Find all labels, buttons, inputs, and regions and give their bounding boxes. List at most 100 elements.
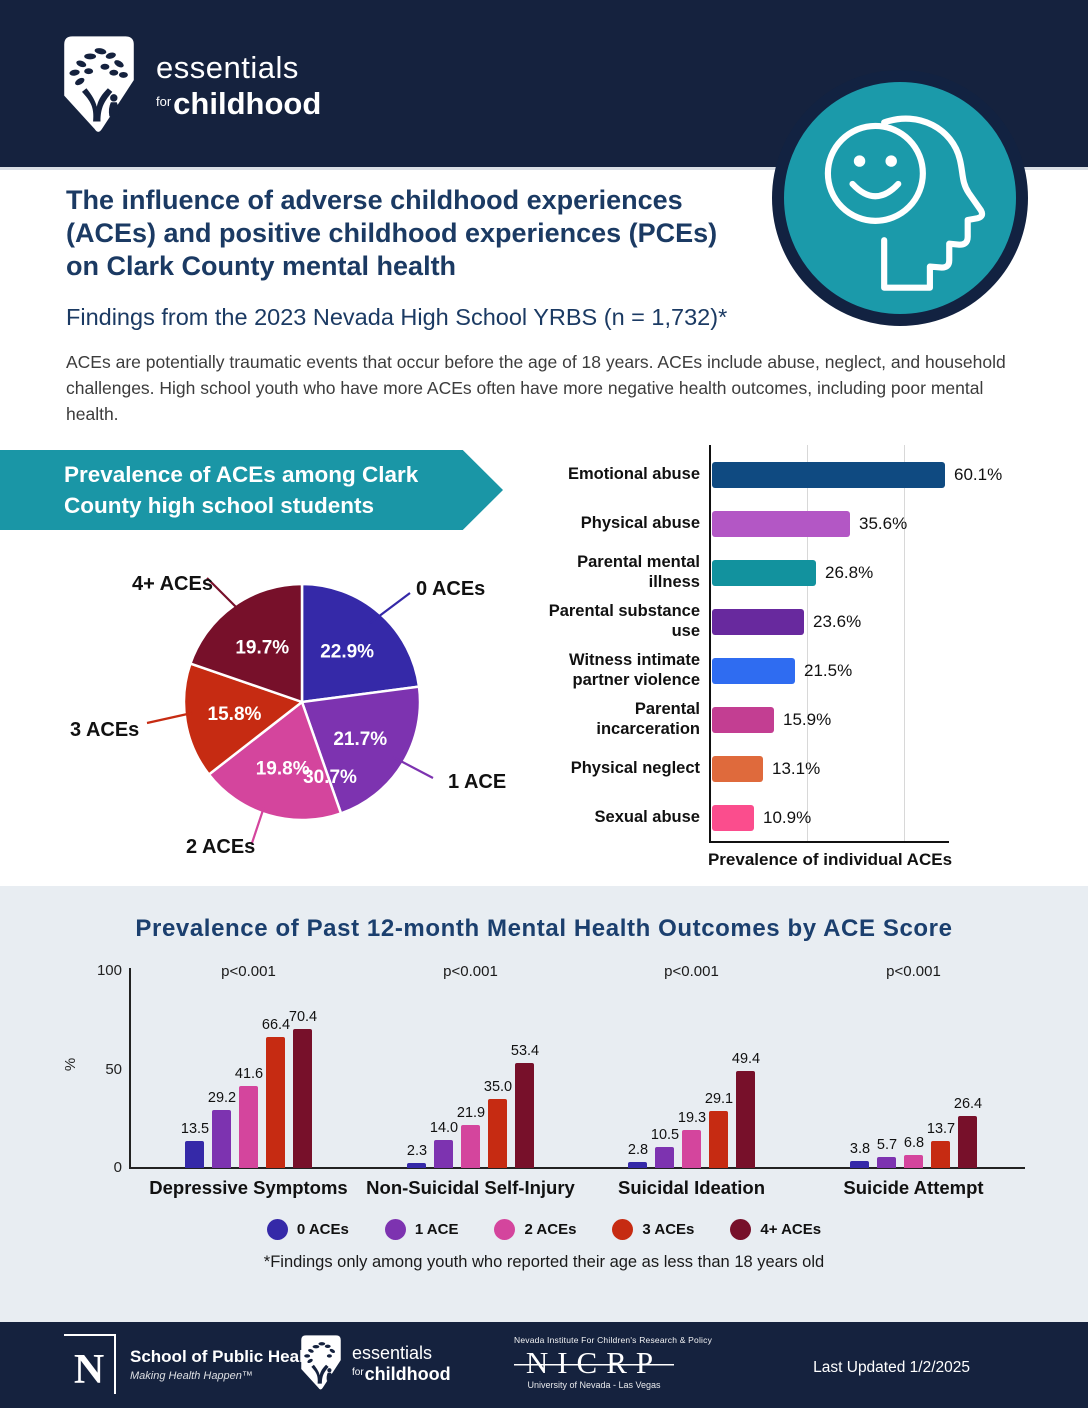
essentials-for-childhood-logo: essentials forchildhood: [62, 34, 321, 138]
bar-value: 23.6%: [813, 612, 862, 631]
bar-3-ACEs-2: [709, 1111, 728, 1168]
legend-label: 0 ACEs: [296, 1221, 349, 1238]
footnote: *Findings only among youth who reported …: [263, 1253, 825, 1271]
bar-label: Emotional abuse: [567, 465, 700, 484]
pie-leader-line: [146, 711, 193, 725]
bar-value: 66.4: [261, 1017, 291, 1033]
y-tick-0: 0: [113, 1159, 122, 1176]
p-value-label: p<0.001: [443, 963, 498, 980]
x-axis-line: [709, 841, 949, 843]
nicrp-logo: Nevada Institute For Children's Research…: [514, 1335, 713, 1390]
category-label: Suicidal Ideation: [618, 1177, 765, 1198]
category-label: Depressive Symptoms: [149, 1177, 348, 1198]
gridline: [807, 445, 808, 841]
bar-label: Physical neglect: [570, 759, 700, 778]
legend-dot: [266, 1219, 288, 1240]
intro-paragraph: ACEs are potentially traumatic events th…: [66, 352, 1006, 424]
pie-slice-value: 15.8%: [208, 704, 262, 725]
footer-brand-childhood: forchildhood: [352, 1364, 451, 1384]
pie-slice-2 ACEs: [207, 700, 343, 822]
bar-1-ACE-0: [212, 1110, 231, 1168]
bar-value: 26.8%: [825, 563, 874, 582]
bar-2-ACEs-3: [904, 1155, 923, 1168]
bar-Witness-intimate-partner-violence: [712, 658, 795, 684]
page-title: The influence of adverse childhood exper…: [66, 185, 718, 281]
footer-band: N School of Public Health Making Health …: [0, 1322, 1088, 1408]
nicrp-full-name: Nevada Institute For Children's Research…: [514, 1335, 713, 1345]
bar-Sexual-abuse: [712, 805, 754, 831]
bar-value: 53.4: [510, 1043, 540, 1059]
bar-4+-ACEs-3: [958, 1116, 977, 1168]
nicrp-acronym: NICRP: [514, 1345, 674, 1380]
bar-value: 21.9: [456, 1105, 486, 1121]
bar-2-ACEs-1: [461, 1125, 480, 1168]
pie-slice-value: 19.8%: [256, 759, 310, 780]
pie-leader-line: [369, 592, 411, 624]
legend-item-2-ACEs: 2 ACEs: [494, 1219, 576, 1240]
bar-value: 21.5%: [804, 661, 853, 680]
mental-health-badge: [772, 70, 1028, 326]
pie-slice-name: 0 ACEs: [416, 578, 485, 600]
brand-childhood: forchildhood: [156, 86, 322, 121]
bar-1-ACE-3: [877, 1157, 896, 1168]
brand-text: essentials forchildhood: [156, 51, 321, 121]
pie-leader-line: [392, 756, 434, 779]
y-axis-label: %: [62, 1057, 80, 1072]
category-label: Suicide Attempt: [843, 1177, 984, 1198]
footer-efc-logo: essentials forchildhood: [300, 1334, 451, 1393]
bar-2-ACEs-0: [239, 1086, 258, 1168]
gridline: [904, 445, 905, 841]
y-axis-line: [709, 445, 711, 842]
sph-name: School of Public Health: [130, 1346, 320, 1366]
pie-stray-label: 30.7%: [303, 767, 357, 788]
legend-label: 2 ACEs: [524, 1221, 577, 1238]
bar-value: 29.1: [704, 1091, 734, 1107]
category-label: Non-Suicidal Self-Injury: [366, 1177, 575, 1198]
pie-slice-1 ACE: [300, 685, 422, 815]
bar-value: 10.5: [650, 1127, 680, 1143]
nevada-tree-icon: [64, 36, 134, 132]
bar-value: 29.2: [207, 1090, 237, 1106]
bar-3-ACEs-0: [266, 1037, 285, 1168]
legend-item-1-ACE: 1 ACE: [384, 1219, 459, 1240]
pie-slice-3 ACEs: [182, 662, 304, 776]
bar-value: 49.4: [731, 1051, 761, 1067]
outcomes-section: Prevalence of Past 12-month Mental Healt…: [0, 886, 1088, 1322]
bar-Parental-substance-use: [712, 609, 804, 635]
bar-value: 26.4: [953, 1096, 983, 1112]
bar-value: 2.8: [627, 1142, 649, 1158]
legend-item-3-ACEs: 3 ACEs: [612, 1219, 694, 1240]
bar-value: 3.8: [849, 1141, 871, 1157]
bar-3-ACEs-3: [931, 1141, 950, 1168]
outcomes-grouped-bar-chart: 0 50 100% p<0.001 Depressive Symptoms 13.5 29.…: [62, 958, 1070, 1208]
p-value-label: p<0.001: [664, 963, 719, 980]
bar-value: 60.1%: [954, 465, 1003, 484]
head-smiley-icon: [824, 115, 986, 291]
bar-0-ACEs-3: [850, 1161, 869, 1168]
bar-value: 10.9%: [763, 808, 812, 827]
pie-slice-name: 3 ACEs: [70, 719, 139, 741]
bar-value: 13.5: [180, 1121, 210, 1137]
bar-value: 35.0: [483, 1079, 513, 1095]
bar-0-ACEs-2: [628, 1162, 647, 1168]
bar-0-ACEs-1: [407, 1163, 426, 1168]
bar-label: Parental incarceration: [596, 700, 700, 738]
sph-tagline: Making Health Happen™: [130, 1369, 253, 1382]
last-updated-text: Last Updated 1/2/2025: [813, 1359, 970, 1376]
bar-value: 6.8: [903, 1135, 925, 1151]
pie-slice-name: 4+ ACEs: [132, 573, 213, 595]
bar-value: 5.7: [876, 1137, 898, 1153]
legend-dot: [730, 1219, 752, 1240]
bar-Parental-mental-illness: [712, 560, 816, 586]
bar-Parental-incarceration: [712, 707, 774, 733]
pie-slice-value: 22.9%: [320, 642, 374, 663]
brand-for: for: [156, 94, 172, 109]
bar-label: Witness intimate partner violence: [569, 651, 700, 689]
individual-aces-bar-chart: Prevalence of individual ACEs Emotional …: [545, 445, 1088, 875]
bar-Emotional-abuse: [712, 462, 945, 488]
legend-label: 1 ACE: [414, 1221, 459, 1238]
nevada-tree-icon-small: [301, 1335, 341, 1390]
p-value-label: p<0.001: [221, 963, 276, 980]
p-value-label: p<0.001: [886, 963, 941, 980]
